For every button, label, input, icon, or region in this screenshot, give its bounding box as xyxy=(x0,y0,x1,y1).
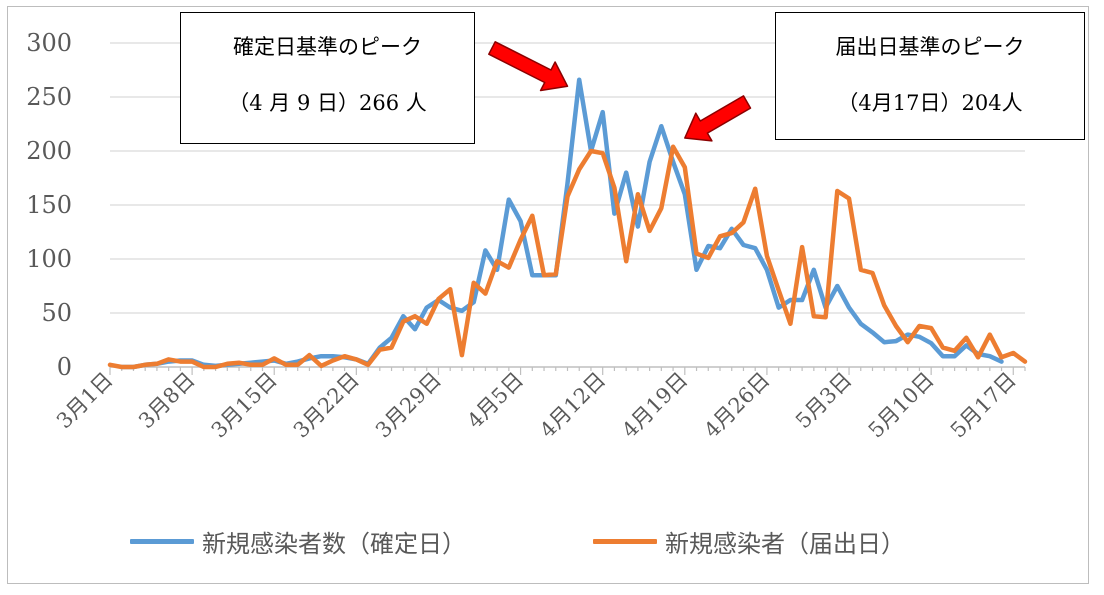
x-tick-label: 5月3日 xyxy=(791,368,857,434)
annotation-confirmed-peak-title: 確定日基準のピーク xyxy=(233,35,422,59)
x-tick-label: 4月26日 xyxy=(699,368,774,443)
y-tick-label: 200 xyxy=(26,137,72,165)
annotation-reported-peak-title: 届出日基準のピーク xyxy=(835,35,1025,59)
x-tick-label: 3月8日 xyxy=(134,368,200,434)
y-tick-label: 50 xyxy=(41,299,72,327)
legend-swatch-confirmed xyxy=(130,539,194,544)
x-tick-label: 4月19日 xyxy=(617,368,692,443)
arrow-to-confirmed-peak xyxy=(488,41,569,92)
x-tick-label: 3月29日 xyxy=(371,368,446,443)
annotation-confirmed-peak-value: （4 月 9 日）266 人 xyxy=(228,91,427,115)
legend-item-confirmed: 新規感染者数（確定日） xyxy=(130,524,466,559)
x-tick-label: 4月12日 xyxy=(535,368,610,443)
series-line-reported xyxy=(107,144,1028,370)
legend-label-confirmed: 新規感染者数（確定日） xyxy=(202,530,466,558)
legend-item-reported: 新規感染者（届出日） xyxy=(593,524,905,559)
legend-swatch-reported xyxy=(593,539,657,544)
y-tick-label: 150 xyxy=(26,191,72,219)
y-tick-label: 300 xyxy=(26,29,72,57)
x-tick-label: 5月10日 xyxy=(864,368,939,443)
annotation-reported-peak-value: （4月17日）204人 xyxy=(837,91,1023,115)
annotation-reported-peak: 届出日基準のピーク （4月17日）204人 xyxy=(775,12,1085,140)
x-tick-label: 5月17日 xyxy=(946,368,1021,443)
y-tick-label: 250 xyxy=(26,83,72,111)
x-tick-label: 4月5日 xyxy=(463,368,529,434)
legend-label-reported: 新規感染者（届出日） xyxy=(665,530,905,558)
y-tick-label: 100 xyxy=(26,245,72,273)
x-tick-label: 3月22日 xyxy=(289,368,364,443)
x-tick-label: 3月15日 xyxy=(207,368,282,443)
arrow-to-reported-peak xyxy=(684,95,752,142)
y-tick-label: 0 xyxy=(57,353,72,381)
annotation-confirmed-peak: 確定日基準のピーク （4 月 9 日）266 人 xyxy=(180,12,475,144)
